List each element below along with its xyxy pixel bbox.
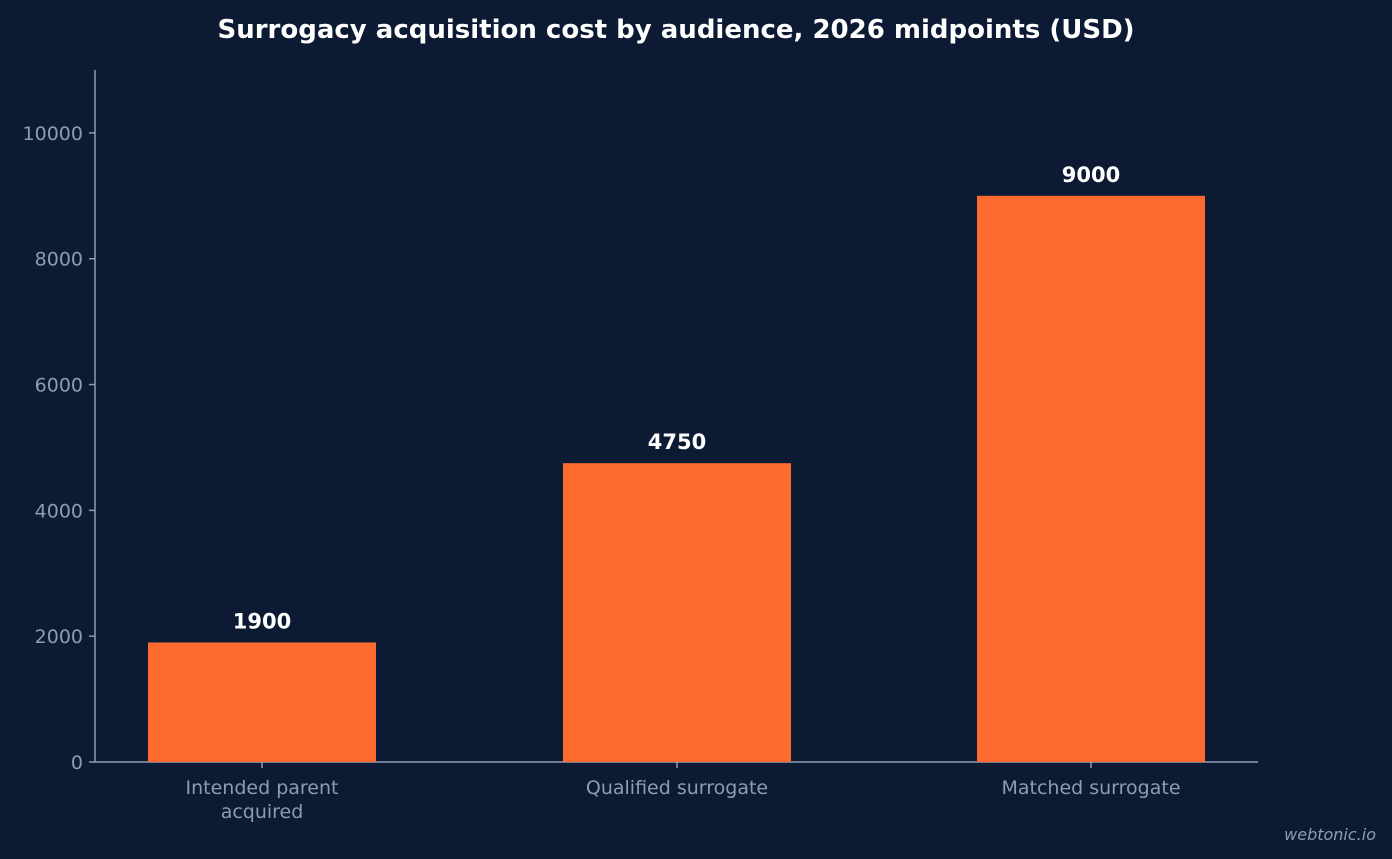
x-tick-label: Matched surrogate — [1001, 777, 1180, 799]
bar — [148, 642, 376, 762]
bar — [563, 463, 791, 762]
data-label: 9000 — [1062, 163, 1120, 187]
data-label: 1900 — [233, 609, 291, 633]
data-label: 4750 — [648, 430, 706, 454]
x-tick-label: Intended parent — [186, 777, 339, 799]
y-tick-label: 8000 — [35, 249, 83, 271]
y-tick-label: 0 — [71, 752, 83, 774]
y-tick-label: 6000 — [35, 375, 83, 397]
chart-title: Surrogacy acquisition cost by audience, … — [217, 15, 1134, 45]
watermark: webtonic.io — [1284, 825, 1376, 844]
bars — [148, 195, 1205, 762]
x-tick-label: Qualified surrogate — [586, 777, 768, 799]
bar — [977, 195, 1205, 762]
y-tick-label: 4000 — [35, 500, 83, 522]
y-tick-label: 10000 — [23, 123, 83, 145]
x-tick-label: acquired — [221, 801, 304, 823]
y-tick-label: 2000 — [35, 626, 83, 648]
